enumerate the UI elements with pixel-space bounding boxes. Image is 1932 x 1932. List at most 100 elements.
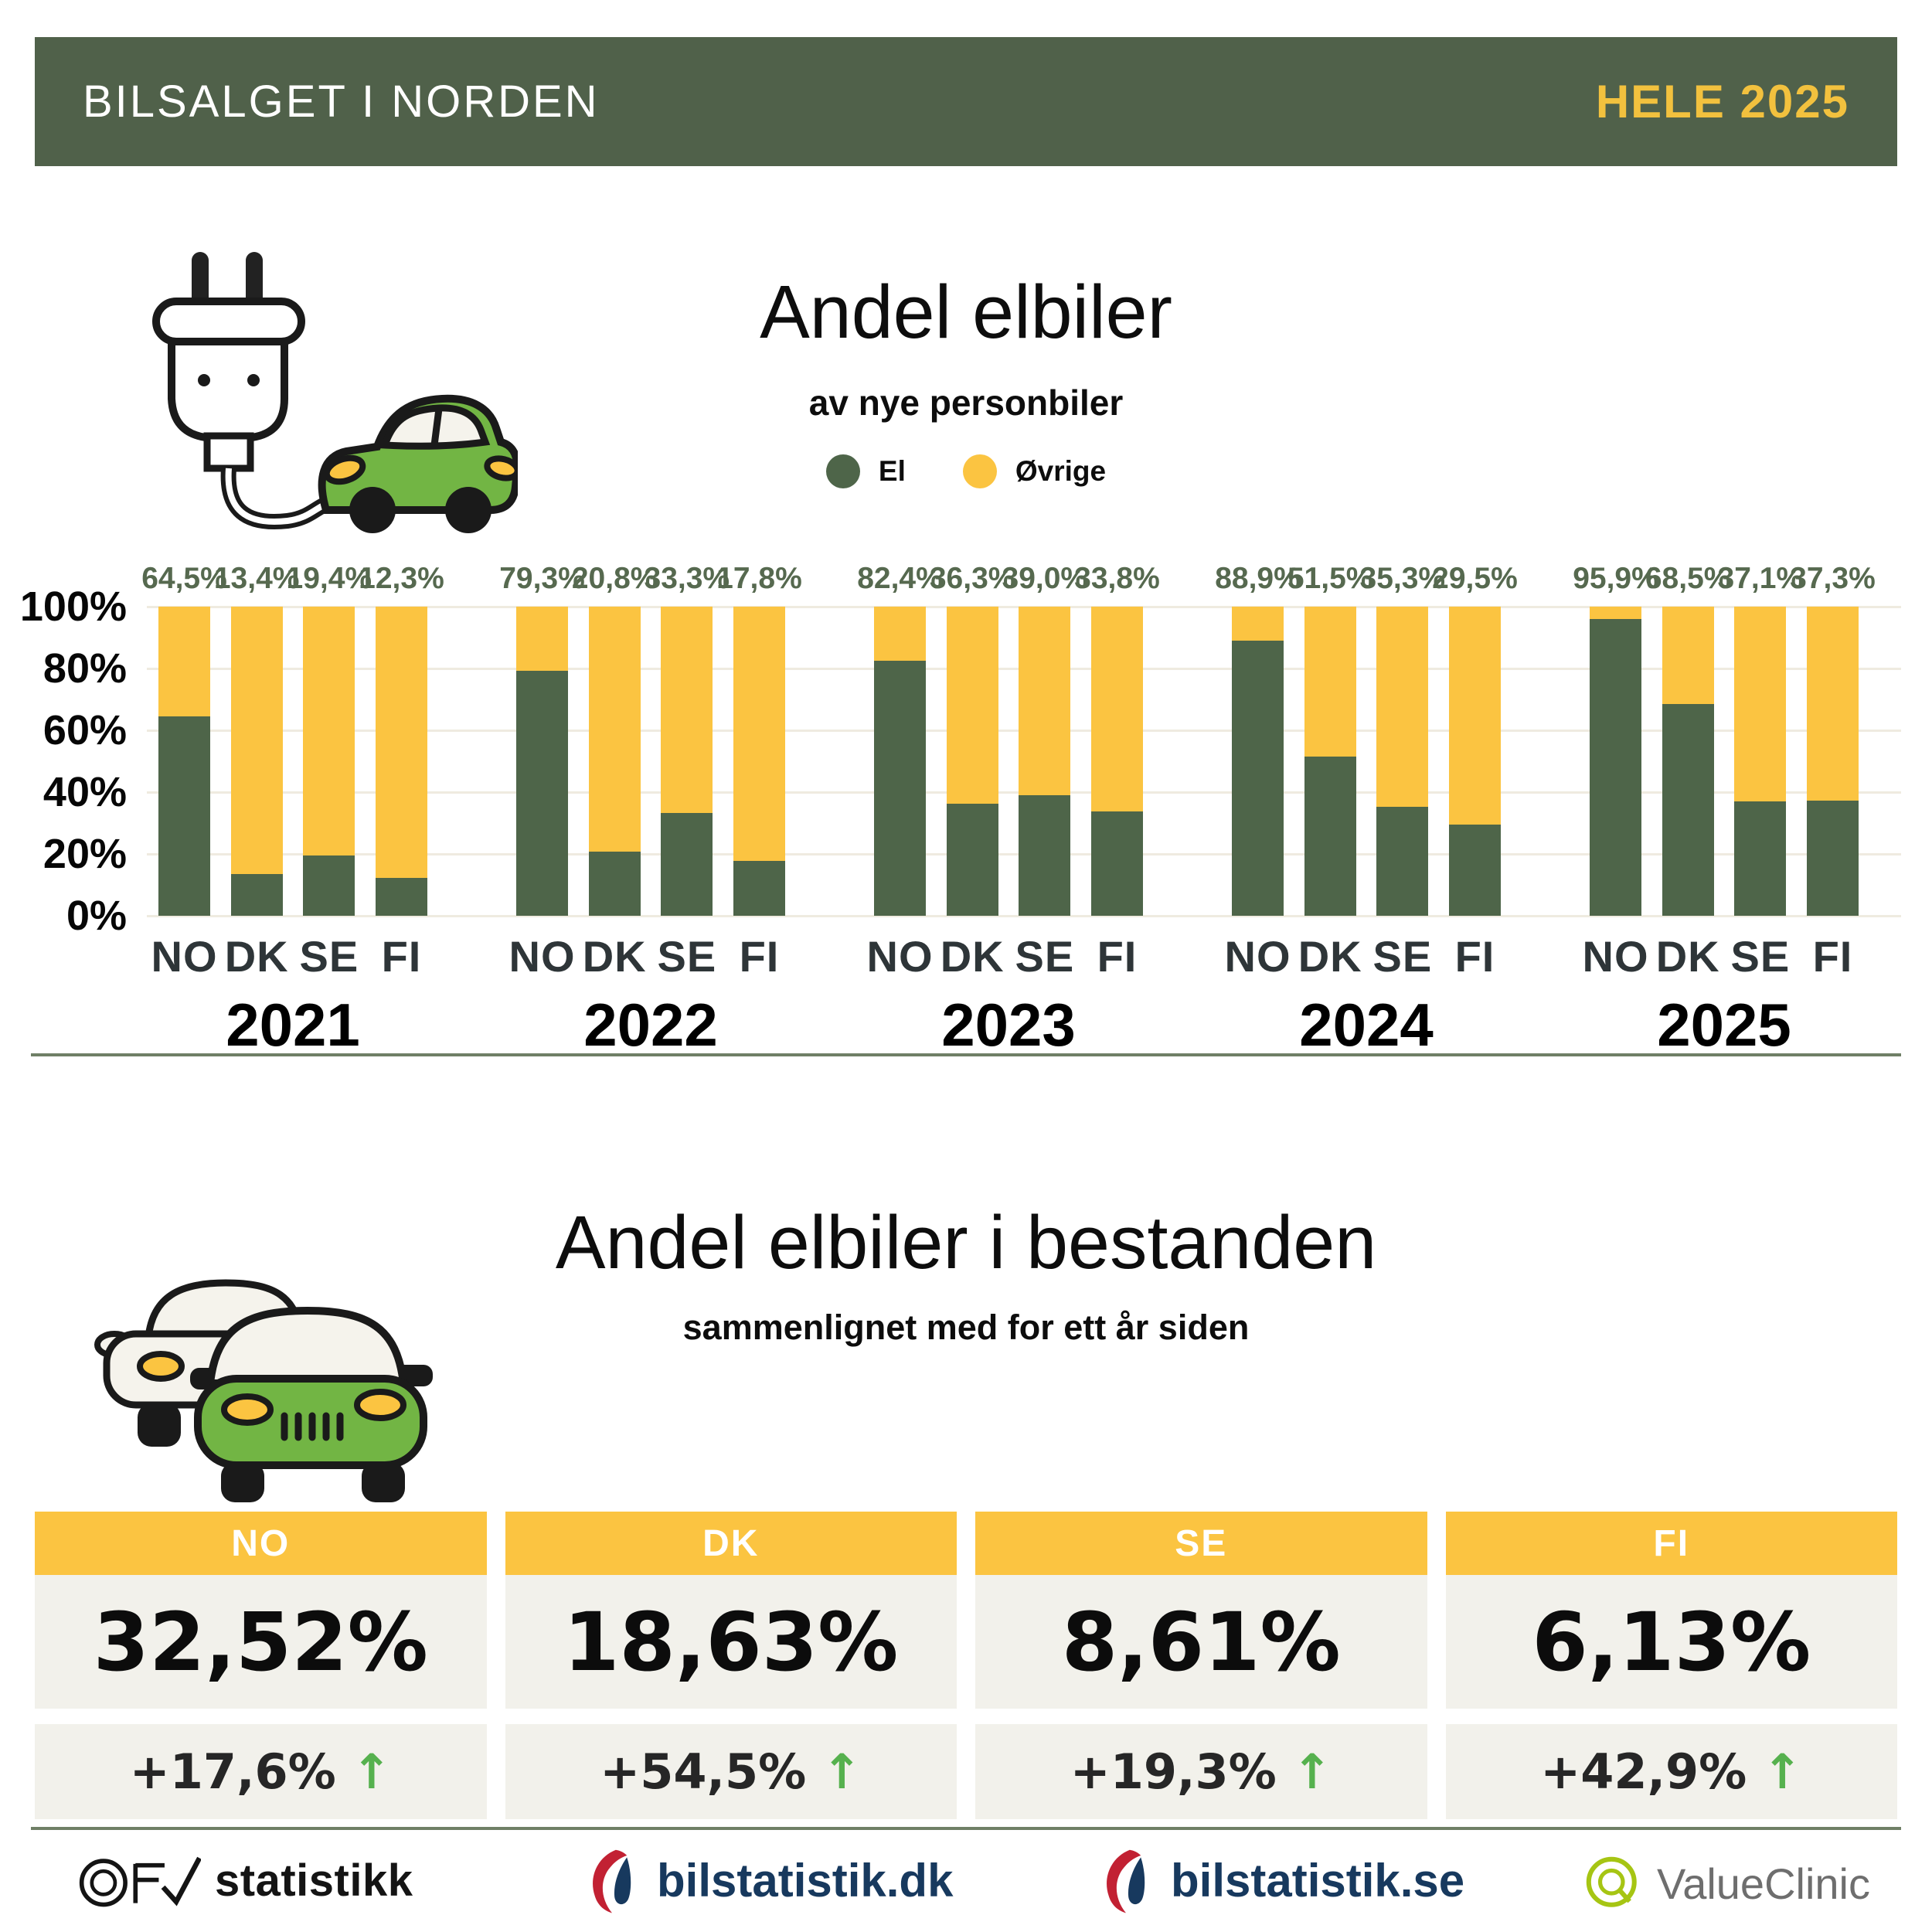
- bar-FI-2025: 37,3% FI: [1790, 562, 1876, 981]
- bar-segment-el: [733, 860, 785, 916]
- fleet-card-SE: SE 8,61% +19,3% ↑: [975, 1512, 1427, 1819]
- up-arrow-icon: ↑: [1762, 1743, 1803, 1800]
- bar-value-label: 36,3%: [929, 562, 1015, 595]
- bar-segment-el: [516, 670, 568, 916]
- bar-segment-ovrige: [588, 607, 641, 852]
- bar-segment-el: [1806, 800, 1859, 916]
- bilstatistik-se-logo-text: bilstatistik.se: [1171, 1854, 1465, 1906]
- bar-NO-2022: 79,3% NO: [499, 562, 585, 981]
- bar-segment-ovrige: [1232, 607, 1284, 641]
- up-arrow-icon: ↑: [351, 1743, 392, 1800]
- bar-FI-2024: 29,5% FI: [1432, 562, 1518, 981]
- bar-FI-2023: 33,8% FI: [1074, 562, 1160, 981]
- bar-value-label: 33,8%: [1074, 562, 1160, 595]
- fleet-card-country: SE: [975, 1512, 1427, 1575]
- legend-label: Øvrige: [1015, 455, 1107, 487]
- country-axis-label: SE: [1015, 932, 1075, 981]
- bar-segment-el: [1376, 806, 1429, 916]
- bilstatistik-dk-logo-icon: [593, 1849, 631, 1913]
- y-axis-tick-label: 80%: [43, 645, 127, 692]
- country-axis-label: SE: [657, 932, 717, 981]
- fleet-card-country: FI: [1445, 1512, 1897, 1575]
- year-axis-label: 2021: [226, 991, 360, 1059]
- country-axis-label: NO: [866, 932, 934, 981]
- country-axis-label: NO: [1224, 932, 1291, 981]
- bar-value-label: 79,3%: [499, 562, 585, 595]
- bar-DK-2024: 51,5% DK: [1287, 562, 1373, 981]
- bar-segment-ovrige: [733, 607, 785, 861]
- two-cars-icon: [94, 1279, 433, 1502]
- fleet-card-share: 18,63%: [505, 1575, 957, 1709]
- sales-section-title: Andel elbiler: [760, 270, 1172, 354]
- valueclinic-logo-icon: [1586, 1856, 1637, 1907]
- up-arrow-icon: ↑: [821, 1743, 862, 1800]
- bar-NO-2021: 64,5% NO: [141, 562, 227, 981]
- country-axis-label: DK: [1655, 932, 1720, 981]
- bar-segment-ovrige: [303, 607, 355, 856]
- fleet-card-change: +19,3% ↑: [975, 1724, 1427, 1819]
- bar-segment-ovrige: [1590, 607, 1641, 620]
- fleet-section-title: Andel elbiler i bestanden: [555, 1200, 1377, 1284]
- country-axis-label: FI: [1097, 932, 1138, 981]
- bar-segment-el: [1019, 795, 1071, 916]
- year-group-2021: 64,5% NO 13,4% DK 19,4% SE 12,3% FI 2021: [141, 562, 444, 1059]
- fleet-card-FI: FI 6,13% +42,9% ↑: [1445, 1512, 1897, 1819]
- bar-value-label: 29,5%: [1432, 562, 1518, 595]
- year-axis-label: 2025: [1657, 991, 1791, 1059]
- year-group-2022: 79,3% NO 20,8% DK 33,3% SE 17,8% FI 2022: [499, 562, 802, 1059]
- country-axis-label: NO: [509, 932, 576, 981]
- bar-segment-el: [375, 877, 427, 916]
- fleet-card-country: NO: [35, 1512, 487, 1575]
- bar-segment-el: [588, 851, 641, 916]
- bar-NO-2025: 95,9% NO: [1573, 562, 1658, 981]
- bar-value-label: 68,5%: [1645, 562, 1731, 595]
- year-group-2024: 88,9% NO 51,5% DK 35,3% SE 29,5% FI 2024: [1215, 562, 1518, 1059]
- legend-item-el: El: [825, 454, 906, 488]
- bar-segment-ovrige: [375, 607, 427, 878]
- logo-bilstatistik-dk: bilstatistik.dk: [587, 1845, 953, 1915]
- fleet-card-share: 6,13%: [1445, 1575, 1897, 1709]
- bar-segment-el: [1304, 757, 1356, 916]
- logo-valueclinic: ValueClinic: [1583, 1849, 1870, 1918]
- bar-segment-ovrige: [1662, 607, 1714, 704]
- legend-item-ovrige: Øvrige: [962, 454, 1107, 488]
- bar-value-label: 19,4%: [286, 562, 372, 595]
- country-axis-label: FI: [1812, 932, 1853, 981]
- bilstatistik-dk-logo-text: bilstatistik.dk: [657, 1854, 954, 1906]
- fleet-cards-row: NO 32,52% +17,6% ↑ DK 18,63% +54,5% ↑ SE 8,61% +19…: [35, 1512, 1897, 1819]
- page-title: BILSALGET I NORDEN: [83, 77, 600, 127]
- bar-segment-ovrige: [1090, 607, 1143, 811]
- bar-segment-el: [1662, 704, 1714, 916]
- bar-segment-el: [1232, 641, 1284, 916]
- country-axis-label: DK: [940, 932, 1005, 981]
- bar-value-label: 64,5%: [141, 562, 227, 595]
- ofv-logo-text: statistikk: [215, 1855, 413, 1906]
- y-axis-tick-label: 60%: [43, 707, 127, 753]
- country-axis-label: DK: [582, 932, 647, 981]
- y-axis-tick-label: 40%: [43, 769, 127, 815]
- ev-plug-car-icon: [152, 252, 518, 533]
- bar-segment-ovrige: [1734, 607, 1787, 801]
- ovrige-legend-dot-icon: [962, 454, 997, 488]
- fleet-card-NO: NO 32,52% +17,6% ↑: [35, 1512, 487, 1819]
- fleet-card-country: DK: [505, 1512, 957, 1575]
- bar-value-label: 95,9%: [1573, 562, 1658, 595]
- country-axis-label: FI: [1454, 932, 1495, 981]
- fleet-section-subtitle: sammenlignet med for ett år siden: [682, 1308, 1250, 1347]
- bar-value-label: 51,5%: [1287, 562, 1373, 595]
- ev-plug-car-illustration: [85, 238, 518, 536]
- bar-DK-2025: 68,5% DK: [1645, 562, 1731, 981]
- bar-NO-2023: 82,4% NO: [857, 562, 943, 981]
- bar-value-label: 39,0%: [1002, 562, 1088, 595]
- bar-SE-2022: 33,3% SE: [645, 562, 730, 981]
- y-axis-tick-label: 100%: [19, 583, 127, 630]
- bar-SE-2023: 39,0% SE: [1002, 562, 1088, 981]
- stacked-bar-chart: 100% 80% 60% 40% 20% 0% 64,5% NO 13,4% DK 19,4% SE 1…: [20, 562, 1901, 1059]
- year-group-2025: 95,9% NO 68,5% DK 37,1% SE 37,3% FI 2025: [1573, 562, 1876, 1059]
- bar-segment-ovrige: [874, 607, 926, 662]
- bar-value-label: 82,4%: [857, 562, 943, 595]
- bar-value-label: 12,3%: [359, 562, 444, 595]
- up-arrow-icon: ↑: [1291, 1743, 1332, 1800]
- logo-ofv-statistikk: statistikk: [77, 1845, 413, 1915]
- valueclinic-logo-text: ValueClinic: [1657, 1859, 1870, 1908]
